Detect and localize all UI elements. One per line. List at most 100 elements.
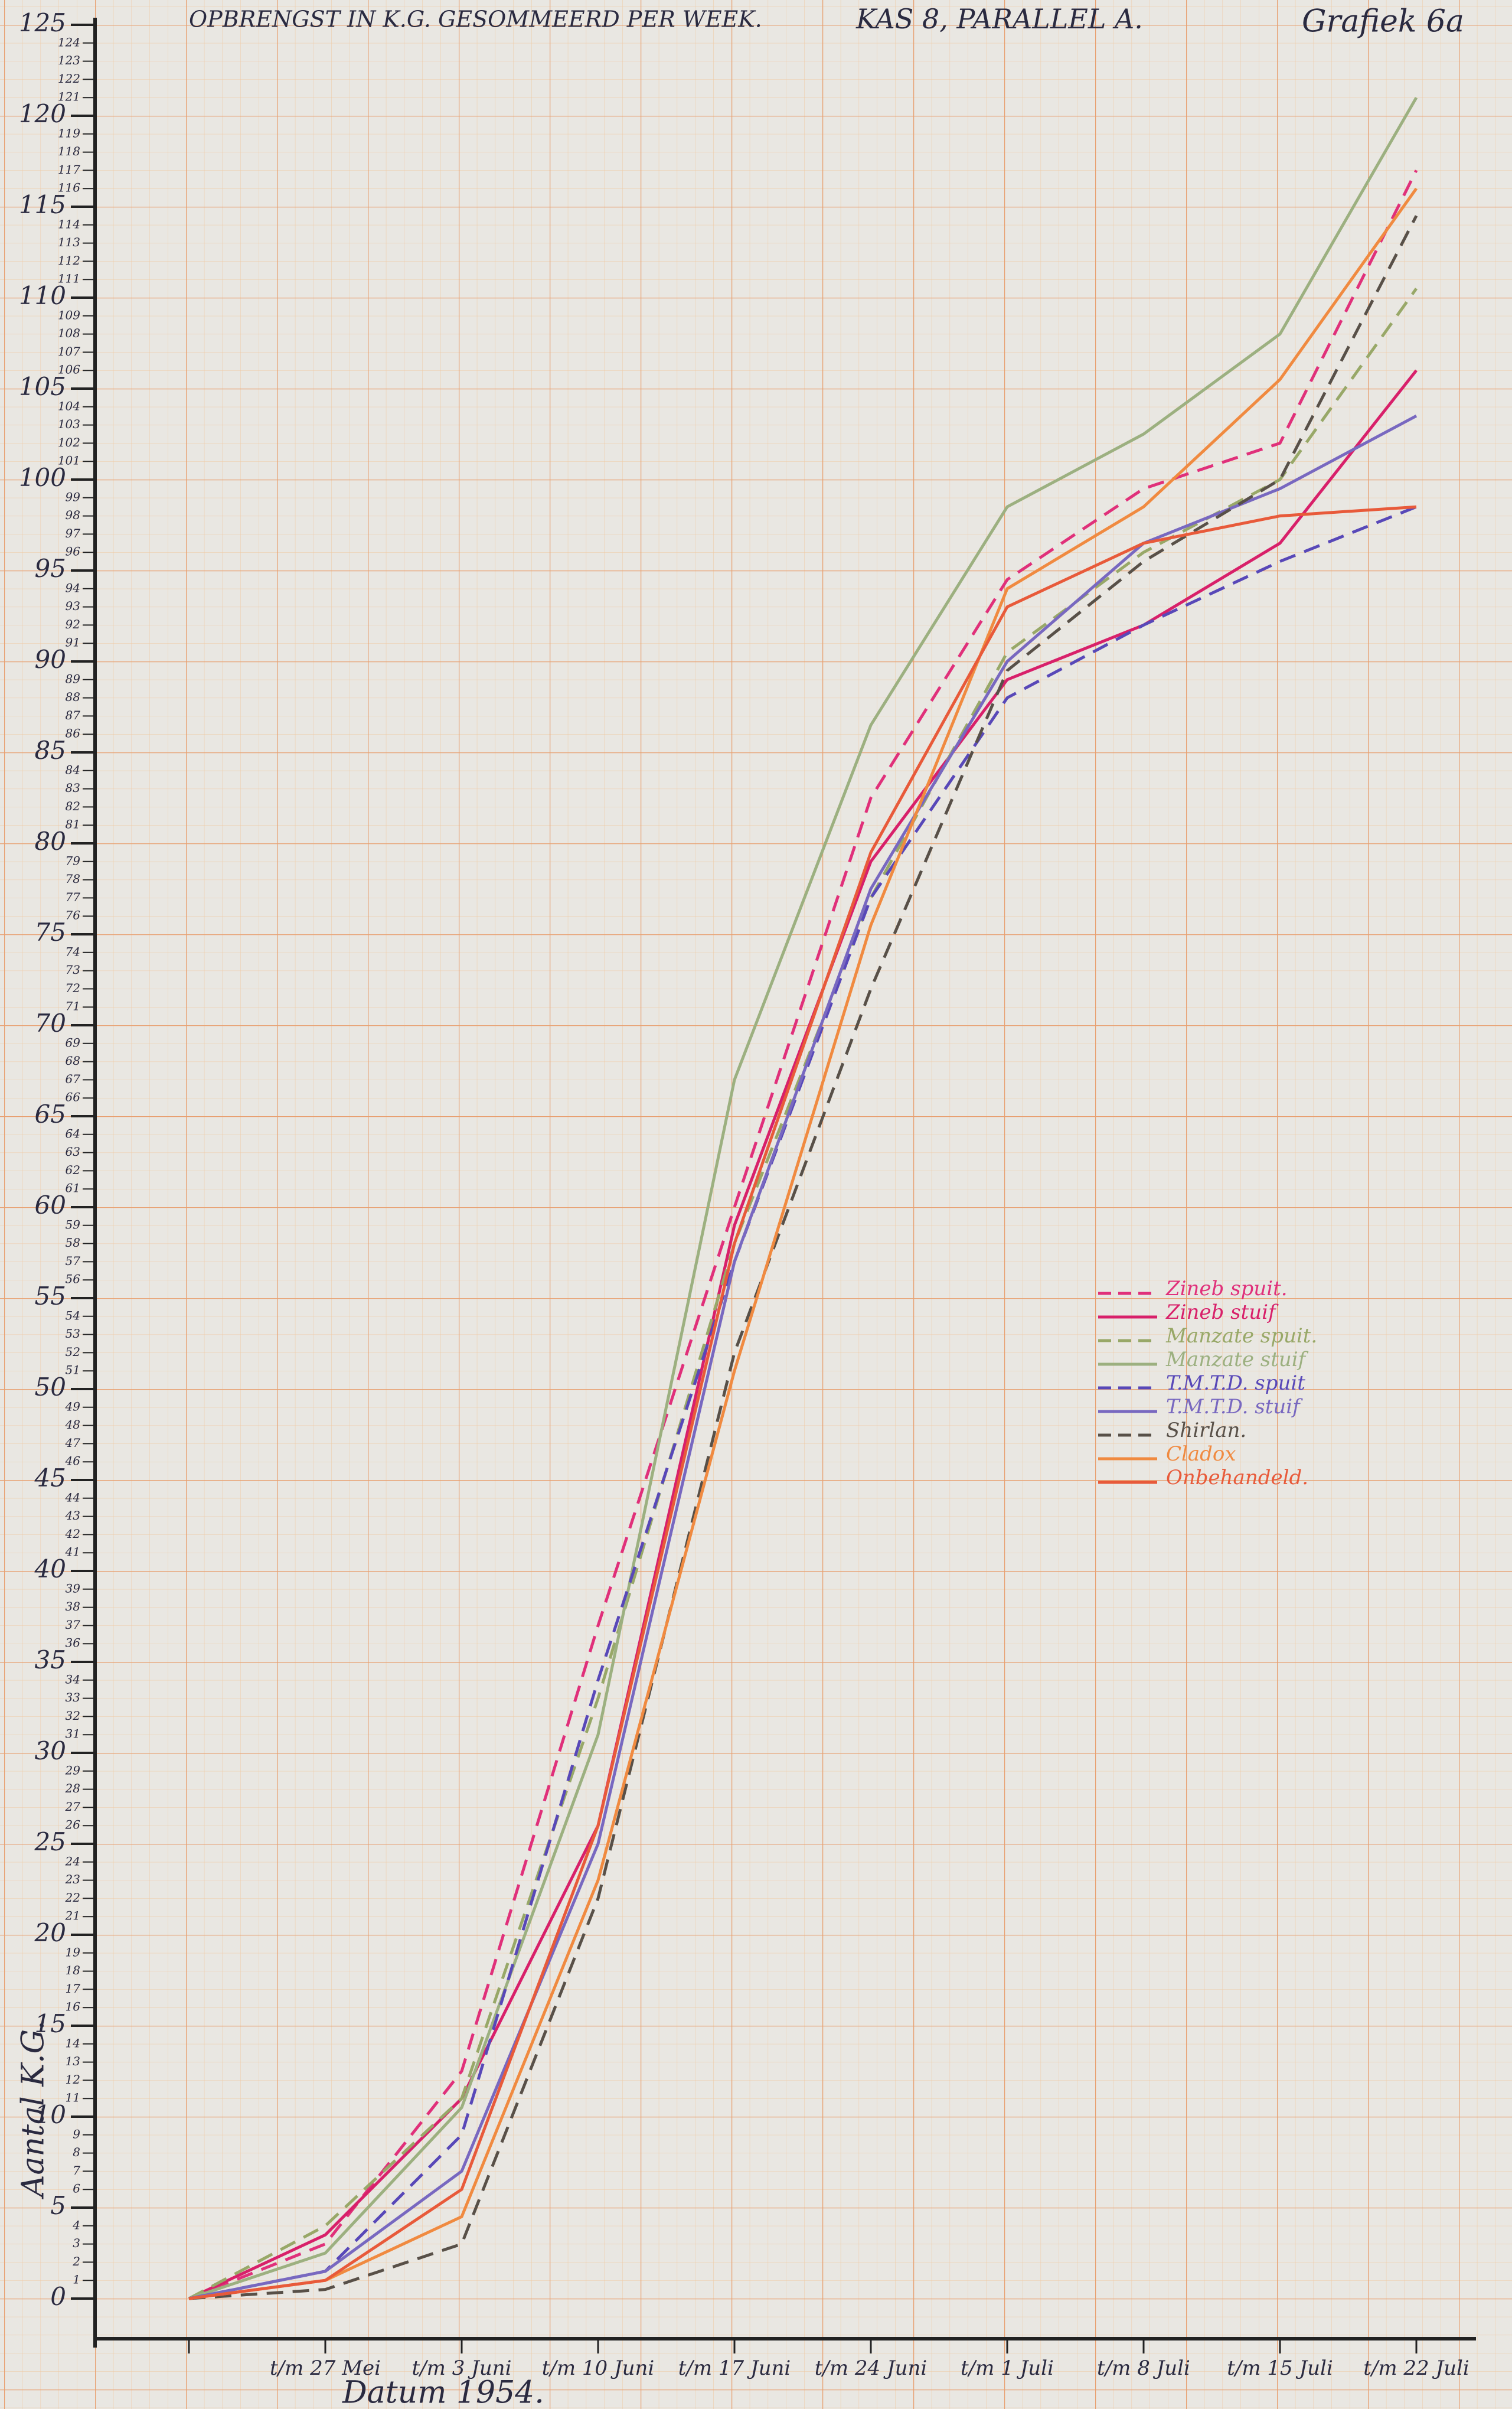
y-tick-label: 56 bbox=[66, 1272, 81, 1286]
y-tick-label: 45 bbox=[34, 1463, 66, 1492]
series-line bbox=[188, 414, 1418, 2300]
y-tick-label: 108 bbox=[58, 326, 80, 340]
y-tick-label: 25 bbox=[34, 1827, 66, 1856]
y-tick-label: 40 bbox=[34, 1554, 66, 1583]
legend-label: Manzate spuit. bbox=[1165, 1324, 1317, 1348]
y-tick-label: 80 bbox=[35, 827, 66, 856]
y-tick-label: 30 bbox=[35, 1736, 66, 1765]
y-tick-label: 84 bbox=[66, 762, 80, 777]
series-line bbox=[188, 215, 1418, 2300]
y-tick-label: 99 bbox=[66, 490, 81, 504]
y-tick-label: 37 bbox=[66, 1618, 81, 1632]
y-tick-label: 105 bbox=[19, 372, 66, 401]
x-tick-label: t/m 22 Juli bbox=[1363, 2356, 1469, 2380]
y-tick-label: 15 bbox=[35, 2009, 66, 2038]
series-line bbox=[188, 169, 1418, 2300]
y-tick-label: 49 bbox=[65, 1399, 81, 1413]
y-tick-label: 5 bbox=[50, 2191, 66, 2220]
y-tick-label: 43 bbox=[65, 1508, 80, 1523]
y-tick-label: 117 bbox=[58, 162, 80, 177]
legend-label: Cladox bbox=[1166, 1442, 1236, 1466]
y-tick-label: 48 bbox=[65, 1417, 80, 1432]
annotation: Grafiek 6a bbox=[1302, 4, 1464, 40]
legend-label: T.M.T.D. spuit bbox=[1166, 1371, 1305, 1395]
y-axis-label: Aantal K.G. bbox=[16, 2020, 51, 2199]
y-tick-label: 55 bbox=[35, 1282, 66, 1311]
y-tick-label: 76 bbox=[66, 908, 81, 922]
y-tick-label: 70 bbox=[35, 1009, 66, 1038]
y-tick-label: 8 bbox=[73, 2145, 80, 2159]
y-tick-label: 68 bbox=[66, 1054, 80, 1068]
y-tick-label: 77 bbox=[66, 890, 81, 904]
y-tick-label: 28 bbox=[65, 1781, 80, 1795]
y-tick-label: 81 bbox=[66, 817, 80, 832]
y-tick-label: 103 bbox=[58, 417, 80, 431]
y-tick-label: 102 bbox=[58, 435, 80, 449]
y-tick-label: 93 bbox=[66, 599, 80, 613]
x-tick-label: t/m 24 Juni bbox=[815, 2356, 928, 2380]
y-tick-label: 11 bbox=[66, 2091, 80, 2105]
y-tick-label: 32 bbox=[66, 1709, 80, 1723]
x-tick-label: t/m 10 Juni bbox=[542, 2356, 655, 2380]
y-tick-label: 109 bbox=[58, 308, 80, 322]
y-tick-label: 104 bbox=[58, 399, 80, 413]
y-tick-label: 67 bbox=[66, 1072, 81, 1086]
x-axis-label: Datum 1954. bbox=[342, 2375, 544, 2409]
y-tick-label: 4 bbox=[72, 2218, 80, 2232]
y-tick-label: 63 bbox=[66, 1145, 80, 1159]
legend-label: Zineb stuif bbox=[1165, 1300, 1279, 1324]
x-tick-label: t/m 15 Juli bbox=[1227, 2356, 1333, 2380]
y-tick-label: 36 bbox=[66, 1636, 81, 1650]
y-tick-label: 94 bbox=[66, 581, 80, 595]
y-tick-label: 118 bbox=[58, 144, 80, 158]
legend-label: Zineb spuit. bbox=[1165, 1277, 1288, 1300]
y-tick-label: 65 bbox=[35, 1100, 66, 1129]
legend-label: Onbehandeld. bbox=[1166, 1466, 1308, 1489]
y-tick-label: 26 bbox=[65, 1818, 81, 1832]
y-tick-label: 17 bbox=[66, 1981, 81, 1996]
y-tick-label: 6 bbox=[73, 2182, 80, 2196]
y-tick-label: 119 bbox=[58, 126, 80, 140]
y-tick-label: 39 bbox=[66, 1581, 81, 1595]
y-tick-label: 86 bbox=[66, 726, 81, 741]
y-tick-label: 51 bbox=[66, 1363, 80, 1377]
y-tick-label: 91 bbox=[66, 635, 80, 650]
y-tick-label: 41 bbox=[65, 1545, 80, 1559]
y-tick-label: 124 bbox=[58, 35, 80, 49]
y-tick-label: 123 bbox=[58, 53, 80, 67]
y-tick-label: 27 bbox=[65, 1800, 81, 1814]
y-tick-label: 1 bbox=[73, 2273, 80, 2287]
y-tick-label: 20 bbox=[34, 1918, 66, 1947]
y-tick-label: 66 bbox=[66, 1090, 81, 1104]
y-tick-label: 44 bbox=[65, 1490, 80, 1504]
y-tick-label: 87 bbox=[66, 708, 81, 722]
y-tick-label: 101 bbox=[58, 454, 80, 468]
y-tick-label: 72 bbox=[66, 981, 80, 995]
y-tick-label: 50 bbox=[35, 1373, 66, 1401]
x-tick-label: t/m 8 Juli bbox=[1097, 2356, 1190, 2380]
y-tick-label: 122 bbox=[58, 71, 80, 86]
y-tick-label: 82 bbox=[66, 799, 80, 813]
y-tick-label: 29 bbox=[65, 1763, 81, 1777]
y-tick-label: 18 bbox=[66, 1963, 80, 1977]
y-tick-label: 3 bbox=[73, 2236, 80, 2250]
y-tick-label: 58 bbox=[66, 1236, 80, 1250]
series-line bbox=[188, 369, 1418, 2300]
y-tick-label: 96 bbox=[66, 545, 81, 559]
y-tick-label: 42 bbox=[65, 1527, 80, 1541]
y-tick-label: 46 bbox=[65, 1454, 81, 1468]
y-tick-label: 114 bbox=[58, 217, 80, 231]
y-tick-label: 0 bbox=[50, 2282, 66, 2311]
y-tick-label: 34 bbox=[66, 1672, 80, 1686]
y-tick-label: 100 bbox=[19, 463, 66, 492]
y-tick-label: 125 bbox=[19, 8, 66, 37]
y-tick-label: 83 bbox=[66, 781, 80, 795]
y-tick-label: 16 bbox=[66, 2000, 81, 2014]
y-tick-label: 98 bbox=[66, 508, 80, 522]
series-line bbox=[188, 505, 1417, 2300]
y-tick-label: 35 bbox=[35, 1645, 66, 1674]
y-tick-label: 21 bbox=[65, 1909, 80, 1923]
legend-label: Manzate stuif bbox=[1165, 1348, 1309, 1371]
